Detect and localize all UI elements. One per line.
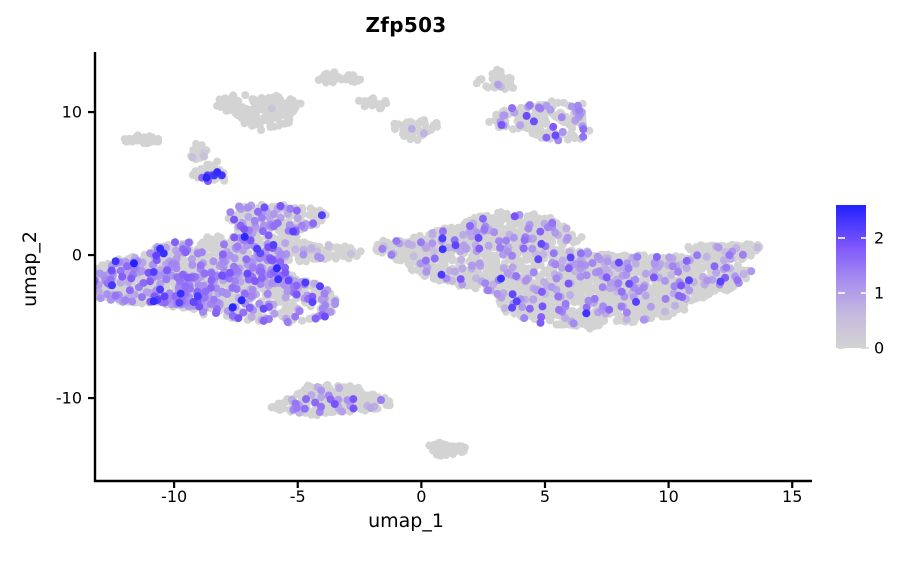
x-tick-label: -10 [161,487,188,506]
x-tick-label: -5 [289,487,306,506]
colorbar-tick-marks [838,237,869,349]
colorbar-tick-label: 2 [874,228,885,248]
x-tick-label: 0 [416,487,427,506]
axis-spines [93,52,812,483]
colorbar-tick-label: 1 [874,283,885,303]
x-tick-label: 15 [782,487,803,506]
axis-tick-marks [88,110,794,488]
y-tick-label: -10 [55,388,82,408]
x-tick-label: 10 [658,487,679,506]
colorbar-tick-label: 0 [874,338,885,358]
y-tick-label: 0 [71,245,82,265]
x-axis-label: umap_1 [368,510,444,532]
y-tick-label: 10 [61,102,82,122]
scatter-points-layer [95,65,764,460]
page-title: Zfp503 [365,13,447,37]
y-axis-label: umap_2 [19,231,41,307]
colorbar [836,205,869,349]
x-tick-label: 5 [539,487,551,506]
